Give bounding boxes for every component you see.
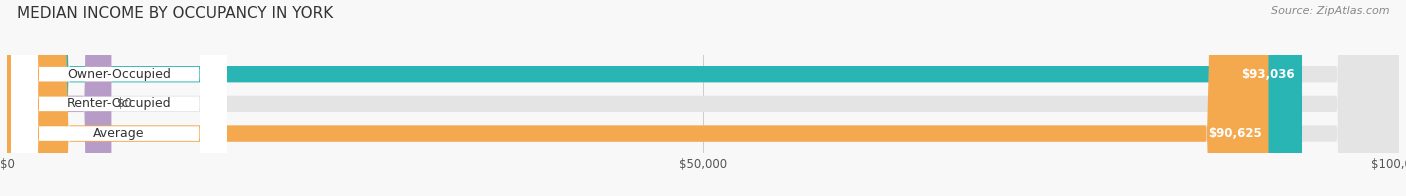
Text: Source: ZipAtlas.com: Source: ZipAtlas.com <box>1271 6 1389 16</box>
Text: MEDIAN INCOME BY OCCUPANCY IN YORK: MEDIAN INCOME BY OCCUPANCY IN YORK <box>17 6 333 21</box>
Text: Owner-Occupied: Owner-Occupied <box>67 68 172 81</box>
FancyBboxPatch shape <box>7 0 1302 196</box>
FancyBboxPatch shape <box>11 0 226 196</box>
Text: Average: Average <box>93 127 145 140</box>
Text: $90,625: $90,625 <box>1208 127 1261 140</box>
FancyBboxPatch shape <box>7 0 1399 196</box>
Text: $0: $0 <box>117 97 132 110</box>
FancyBboxPatch shape <box>7 0 111 196</box>
FancyBboxPatch shape <box>7 0 1399 196</box>
FancyBboxPatch shape <box>11 0 226 196</box>
Text: Renter-Occupied: Renter-Occupied <box>66 97 172 110</box>
FancyBboxPatch shape <box>7 0 1268 196</box>
Text: $93,036: $93,036 <box>1241 68 1295 81</box>
FancyBboxPatch shape <box>11 0 226 196</box>
FancyBboxPatch shape <box>7 0 1399 196</box>
